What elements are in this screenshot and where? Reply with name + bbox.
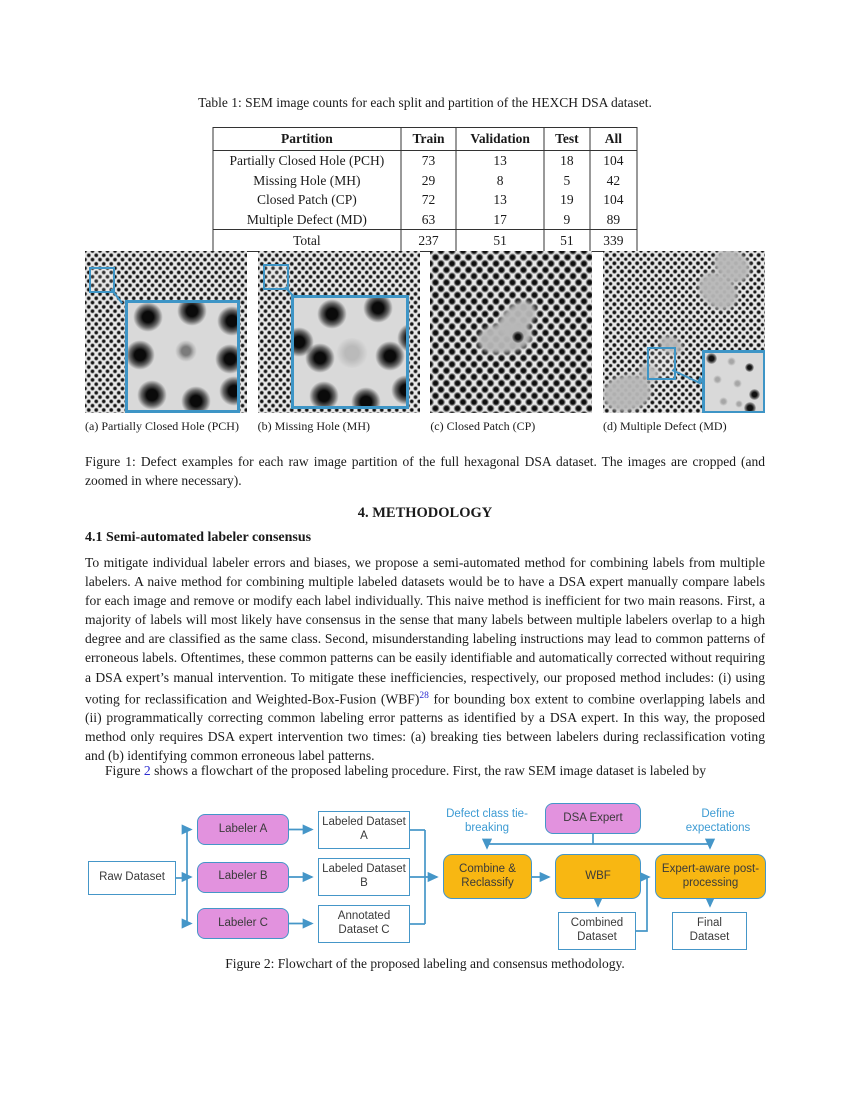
flow-node-labeler-a: Labeler A [197, 814, 289, 845]
flow-node-expert-aware-post-processing: Expert-aware post-processing [655, 854, 766, 899]
section-heading: 4. METHODOLOGY [357, 505, 493, 521]
cell: 63 [400, 209, 457, 230]
table1: Partition Train Validation Test All Part… [212, 127, 638, 252]
cell: 17 [455, 209, 544, 230]
col-header-all: All [589, 127, 637, 151]
zoom-inset [701, 350, 765, 413]
paragraph-text: Figure [105, 763, 144, 778]
table-header-row: Partition Train Validation Test All [213, 127, 637, 151]
subcaption-b: (b) Missing Hole (MH) [257, 419, 370, 433]
subcaption-a: (a) Partially Closed Hole (PCH) [85, 419, 239, 433]
partially-closed-hole-defect [175, 340, 197, 362]
cell: 18 [543, 150, 590, 171]
flow-node-labeler-c: Labeler C [197, 908, 289, 939]
cell: 72 [400, 190, 457, 210]
figure2-caption: Figure 2: Flowchart of the proposed labe… [225, 956, 625, 971]
cell: 8 [455, 170, 544, 190]
figure2-flowchart: Raw Dataset Labeler A Labeler B Labeler … [85, 792, 775, 960]
flow-node-labeled-dataset-b: Labeled Dataset B [318, 858, 410, 896]
paragraph-text: shows a flowchart of the proposed labeli… [150, 763, 706, 778]
figure1-panels [85, 251, 765, 413]
cell: 29 [400, 170, 457, 190]
subcaption-c: (c) Closed Patch (CP) [430, 419, 536, 433]
flow-node-final-dataset: Final Dataset [672, 912, 747, 950]
zoom-inset [125, 300, 240, 413]
cell: 73 [400, 150, 457, 171]
cell: Multiple Defect (MD) [246, 211, 367, 227]
sem-image-cp [430, 251, 593, 413]
table-row: Closed Patch (CP) 72 13 19 104 [213, 190, 637, 210]
table-row: Missing Hole (MH) 29 8 5 42 [213, 170, 637, 190]
figure1-subcaptions: (a) Partially Closed Hole (PCH) (b) Miss… [85, 419, 765, 434]
flow-node-labeled-dataset-a: Labeled Dataset A [318, 811, 410, 849]
defect-annotation-box [262, 264, 289, 290]
defect-annotation-box [89, 267, 115, 293]
table-total-row: Total 237 51 51 339 [213, 229, 637, 252]
body-paragraph-2: Figure 2 shows a flowchart of the propos… [85, 761, 765, 780]
cell: 104 [589, 150, 637, 171]
paragraph-text: To mitigate individual labeler errors an… [85, 555, 765, 707]
col-header-validation: Validation [455, 127, 544, 151]
flow-label-defect-class-tie-breaking: Defect class tie-breaking [446, 808, 528, 835]
flow-node-annotated-dataset-c: Annotated Dataset C [318, 905, 410, 943]
body-paragraph-1: To mitigate individual labeler errors an… [85, 553, 765, 766]
cell: 89 [589, 209, 637, 230]
col-header-train: Train [400, 127, 457, 151]
cell: 9 [543, 209, 590, 230]
cell: 13 [455, 190, 544, 210]
table-row: Partially Closed Hole (PCH) 73 13 18 104 [213, 150, 637, 171]
flow-node-raw-dataset: Raw Dataset [88, 861, 176, 895]
inset-connector-line [110, 288, 124, 305]
cell: 5 [543, 170, 590, 190]
flow-node-combined-dataset: Combined Dataset [558, 912, 636, 950]
table-row: Multiple Defect (MD) 63 17 9 89 [213, 209, 637, 230]
subsection-heading: 4.1 Semi-automated labeler consensus [85, 530, 312, 545]
sem-image-md [602, 251, 765, 413]
flow-node-labeler-b: Labeler B [197, 861, 289, 893]
cell: 42 [589, 170, 637, 190]
flow-node-dsa-expert: DSA Expert [545, 803, 641, 834]
zoom-inset [290, 295, 409, 409]
figure2-reference-link[interactable]: 2 [143, 763, 151, 778]
flow-node-wbf: WBF [555, 854, 641, 899]
sem-image-mh [257, 251, 420, 413]
cell: 19 [543, 190, 590, 210]
flow-node-combine-reclassify: Combine & Reclassify [443, 854, 532, 899]
defect-annotation-box [646, 347, 676, 380]
cell: Closed Patch (CP) [257, 192, 357, 207]
subcaption-d: (d) Multiple Defect (MD) [602, 419, 727, 433]
cell: 51 [543, 229, 590, 252]
cell: 104 [589, 190, 637, 210]
col-header-test: Test [543, 127, 590, 151]
sem-image-pch [85, 251, 247, 413]
cell: 339 [589, 229, 637, 252]
cell: 13 [455, 150, 544, 171]
figure1-caption: Figure 1: Defect examples for each raw i… [85, 454, 765, 488]
cell: 237 [400, 229, 457, 252]
missing-hole-defect [334, 338, 369, 368]
flow-label-define-expectations: Define expectations [685, 808, 751, 835]
citation-link-28[interactable]: 28 [419, 690, 429, 701]
cell: 51 [455, 229, 544, 252]
col-header-partition: Partition [213, 127, 401, 151]
table1-caption: Table 1: SEM image counts for each split… [198, 95, 652, 110]
cell: Partially Closed Hole (PCH) [229, 153, 385, 168]
cell: Total [213, 229, 401, 252]
cell: Missing Hole (MH) [253, 172, 361, 188]
paragraph-text: for bounding box extent to combine overl… [85, 691, 765, 764]
